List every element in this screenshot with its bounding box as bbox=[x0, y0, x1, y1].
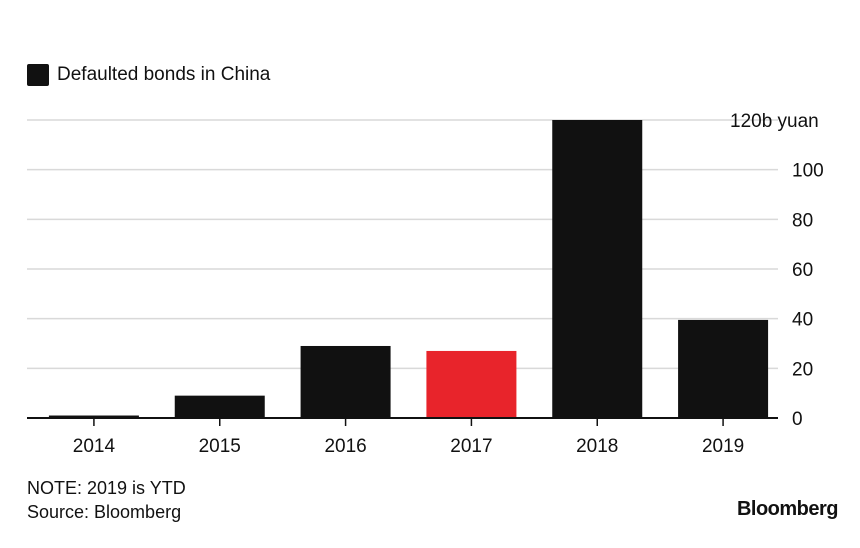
y-tick-label: 0 bbox=[792, 409, 803, 430]
legend-label: Defaulted bonds in China bbox=[57, 64, 271, 85]
y-tick-label: 100 bbox=[792, 161, 824, 182]
y-tick-label: 60 bbox=[792, 260, 813, 281]
bar-2019 bbox=[678, 319, 769, 418]
x-tick-label: 2015 bbox=[199, 436, 241, 457]
source-text: Source: Bloomberg bbox=[27, 502, 182, 522]
bars bbox=[48, 120, 769, 418]
legend-swatch bbox=[27, 64, 49, 86]
y-tick-label: 120b yuan bbox=[730, 111, 819, 132]
y-tick-label: 80 bbox=[792, 210, 813, 231]
x-tick-label: 2014 bbox=[73, 436, 116, 457]
axes: 0 20 40 60 80 100 120b yuan 2014 2015 2016 2017 201… bbox=[27, 111, 824, 457]
bar-2014 bbox=[48, 415, 139, 418]
bar-2015 bbox=[174, 395, 265, 418]
x-tick-label: 2018 bbox=[576, 436, 618, 457]
legend: Defaulted bonds in China bbox=[27, 64, 270, 86]
x-tick-label: 2019 bbox=[702, 436, 744, 457]
y-tick-label: 20 bbox=[792, 359, 813, 380]
y-tick-label: 40 bbox=[792, 310, 813, 331]
bar-2017 bbox=[426, 350, 517, 418]
bar-2016 bbox=[300, 345, 391, 418]
chart-notes: NOTE: 2019 is YTD Source: Bloomberg bbox=[27, 476, 186, 524]
note-text: NOTE: 2019 is YTD bbox=[27, 478, 186, 498]
x-tick-label: 2016 bbox=[324, 436, 366, 457]
bar-2018 bbox=[552, 120, 643, 418]
x-tick-label: 2017 bbox=[450, 436, 492, 457]
gridlines bbox=[27, 119, 778, 370]
bloomberg-logo: Bloomberg bbox=[736, 498, 839, 520]
